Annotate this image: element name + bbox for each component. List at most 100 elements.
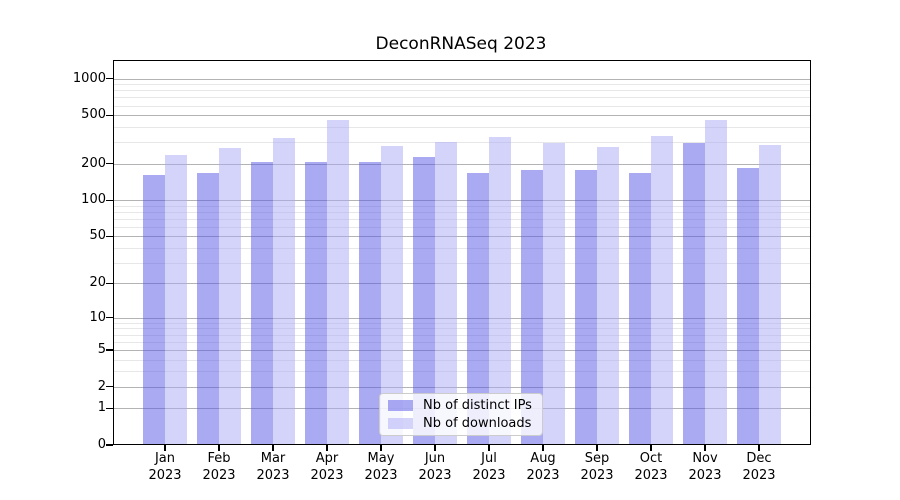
minor-gridline-70 xyxy=(112,218,811,220)
x-tick-mark-jul xyxy=(488,445,490,451)
minor-gridline-3 xyxy=(112,371,811,373)
bar-downloads-jan xyxy=(165,155,187,445)
legend-item-distinct-ips: Nb of distinct IPs xyxy=(388,397,534,413)
bar-distinct-ips-apr xyxy=(305,161,327,445)
y-tick-mark-100 xyxy=(106,199,113,201)
minor-gridline-7 xyxy=(112,334,811,336)
legend-swatch-downloads xyxy=(388,418,413,429)
minor-gridline-900 xyxy=(112,84,811,86)
y-tick-label-10: 10 xyxy=(89,309,106,325)
x-tick-label-nov: Nov 2023 xyxy=(688,451,722,483)
bar-downloads-feb xyxy=(219,148,241,445)
major-gridline-5 xyxy=(112,349,811,351)
major-gridline-50 xyxy=(112,236,811,238)
bar-distinct-ips-jun xyxy=(413,157,435,445)
legend-label-distinct-ips: Nb of distinct IPs xyxy=(423,397,532,413)
legend: Nb of distinct IPs Nb of downloads xyxy=(379,393,543,436)
x-tick-mark-sep xyxy=(596,445,598,451)
plot-area xyxy=(112,60,811,445)
major-gridline-100 xyxy=(112,200,811,202)
legend-swatch-distinct-ips xyxy=(388,400,413,411)
y-tick-mark-20 xyxy=(106,282,113,285)
bar-downloads-mar xyxy=(273,137,295,445)
bar-distinct-ips-may xyxy=(359,162,381,445)
y-tick-mark-10 xyxy=(106,317,113,319)
minor-gridline-400 xyxy=(112,127,811,129)
bar-downloads-oct xyxy=(651,136,673,445)
x-tick-mark-feb xyxy=(218,445,220,451)
x-tick-mark-dec xyxy=(758,445,760,451)
bar-distinct-ips-oct xyxy=(629,172,651,445)
y-tick-mark-200 xyxy=(106,163,113,165)
major-gridline-1000 xyxy=(112,78,811,80)
x-tick-mark-jun xyxy=(434,445,436,451)
minor-gridline-90 xyxy=(112,205,811,207)
x-tick-mark-mar xyxy=(272,445,274,451)
major-gridline-200 xyxy=(112,163,811,165)
x-tick-label-jul: Jul 2023 xyxy=(472,451,506,483)
minor-gridline-9 xyxy=(112,322,811,324)
minor-gridline-700 xyxy=(112,97,811,99)
minor-gridline-6 xyxy=(112,341,811,343)
bar-distinct-ips-dec xyxy=(737,168,759,445)
legend-label-downloads: Nb of downloads xyxy=(423,415,532,431)
minor-gridline-800 xyxy=(112,90,811,92)
minor-gridline-40 xyxy=(112,248,811,249)
minor-gridline-300 xyxy=(112,142,811,144)
y-tick-label-0: 0 xyxy=(97,437,106,452)
bar-downloads-jun xyxy=(435,141,457,445)
y-tick-label-100: 100 xyxy=(81,192,106,208)
bar-distinct-ips-feb xyxy=(197,173,219,445)
x-tick-label-jun: Jun 2023 xyxy=(418,451,452,483)
x-tick-mark-apr xyxy=(326,445,328,451)
bar-downloads-may xyxy=(381,146,403,445)
x-tick-label-jan: Jan 2023 xyxy=(148,451,182,483)
x-tick-label-oct: Oct 2023 xyxy=(634,451,668,483)
major-gridline-2 xyxy=(112,386,811,388)
y-tick-mark-1 xyxy=(106,407,113,409)
y-tick-label-50: 50 xyxy=(89,228,106,244)
x-tick-label-aug: Aug 2023 xyxy=(526,451,560,483)
x-tick-label-feb: Feb 2023 xyxy=(202,451,236,483)
y-tick-mark-0 xyxy=(106,444,113,446)
x-tick-mark-aug xyxy=(542,445,544,451)
x-tick-label-sep: Sep 2023 xyxy=(580,451,614,483)
bar-distinct-ips-jul xyxy=(467,172,489,445)
y-tick-label-1000: 1000 xyxy=(72,70,106,86)
bar-downloads-jul xyxy=(489,136,511,445)
x-tick-label-apr: Apr 2023 xyxy=(310,451,344,483)
minor-gridline-60 xyxy=(112,226,811,228)
minor-gridline-30 xyxy=(112,262,811,264)
x-tick-mark-nov xyxy=(704,445,706,451)
y-tick-label-1: 1 xyxy=(97,400,106,416)
major-gridline-500 xyxy=(112,115,811,117)
bar-downloads-apr xyxy=(327,119,349,445)
y-tick-label-2: 2 xyxy=(97,378,106,394)
bar-distinct-ips-jan xyxy=(143,175,165,445)
bar-downloads-sep xyxy=(597,147,619,445)
y-tick-mark-5 xyxy=(106,349,113,351)
major-gridline-20 xyxy=(112,283,811,285)
bar-downloads-nov xyxy=(705,120,727,445)
y-tick-mark-500 xyxy=(106,114,113,116)
bar-distinct-ips-aug xyxy=(521,169,543,445)
y-tick-label-500: 500 xyxy=(81,107,106,123)
y-tick-mark-2 xyxy=(106,386,113,388)
bar-distinct-ips-mar xyxy=(251,161,273,445)
minor-gridline-80 xyxy=(112,211,811,213)
bar-distinct-ips-nov xyxy=(683,142,705,445)
bar-distinct-ips-sep xyxy=(575,170,597,445)
y-tick-mark-1000 xyxy=(106,77,113,80)
major-gridline-10 xyxy=(112,317,811,319)
y-tick-label-200: 200 xyxy=(81,155,106,171)
legend-item-downloads: Nb of downloads xyxy=(388,415,534,431)
bar-downloads-aug xyxy=(543,142,565,445)
y-tick-mark-50 xyxy=(106,235,113,237)
x-tick-label-may: May 2023 xyxy=(364,451,398,483)
x-tick-mark-jan xyxy=(164,445,166,451)
bar-downloads-dec xyxy=(759,145,781,445)
chart-title: DeconRNASeq 2023 xyxy=(375,34,547,54)
x-tick-label-dec: Dec 2023 xyxy=(742,451,776,483)
y-tick-label-5: 5 xyxy=(97,341,106,357)
